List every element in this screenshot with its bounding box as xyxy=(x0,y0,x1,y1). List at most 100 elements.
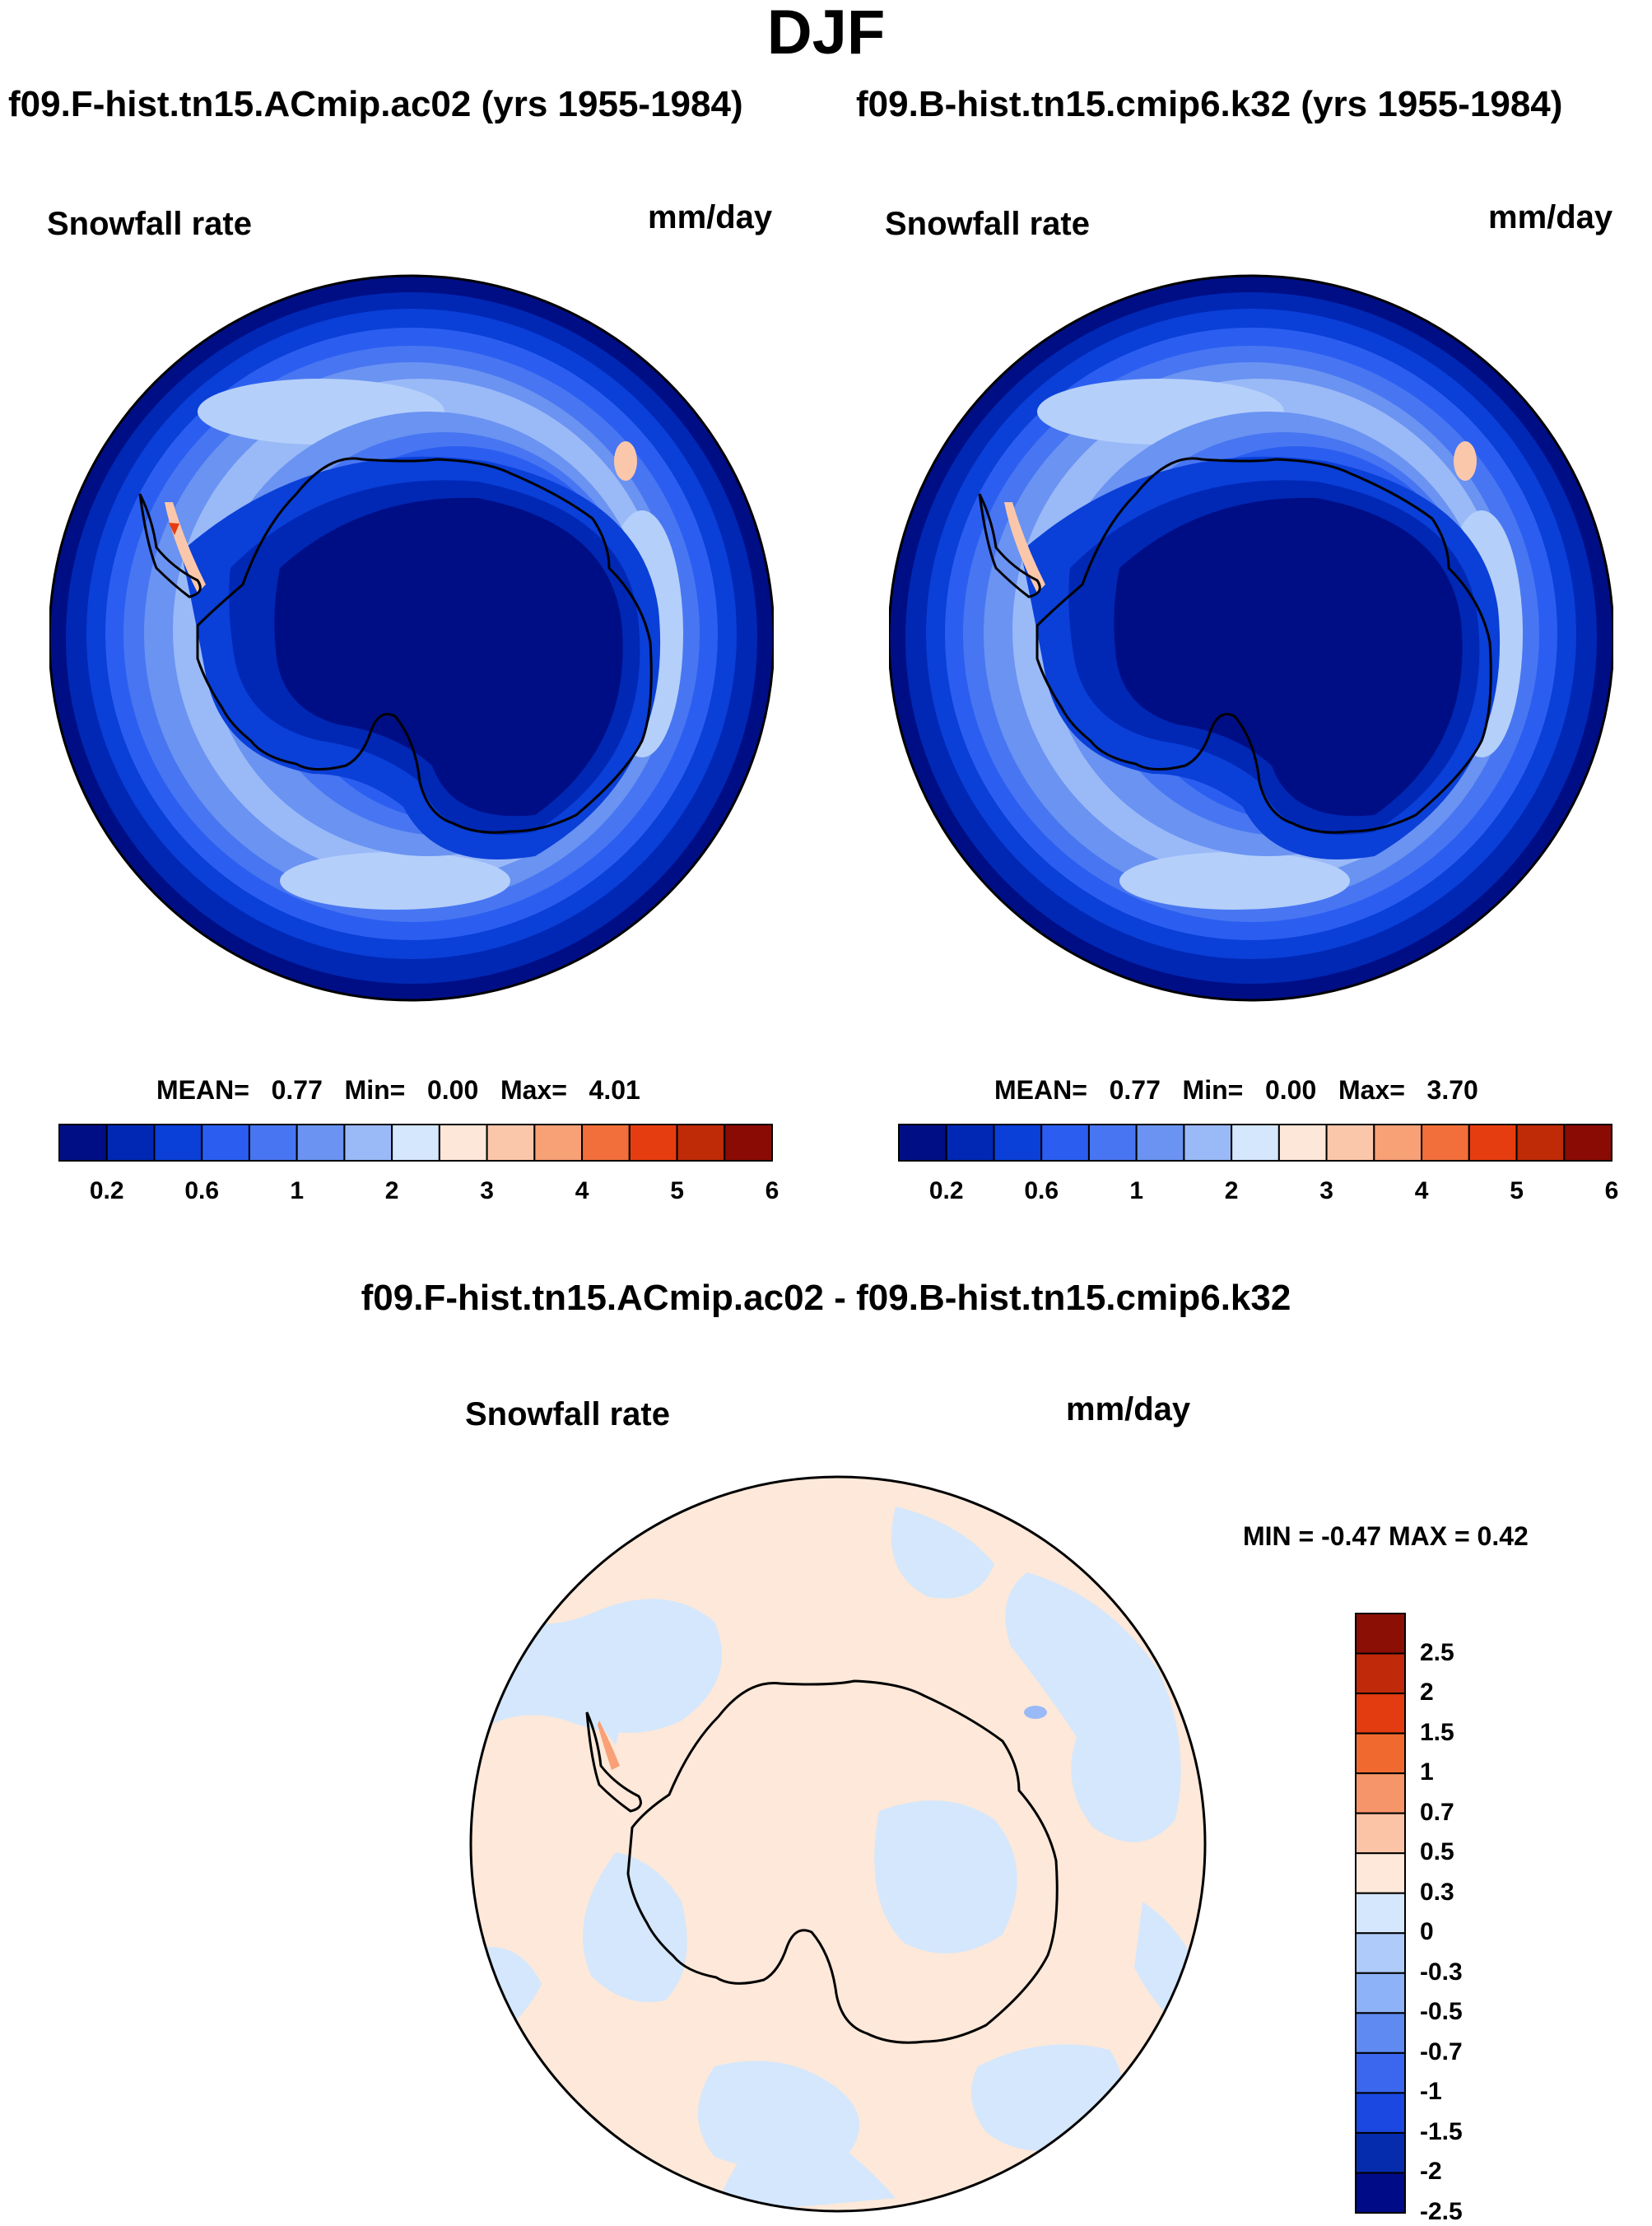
colorbar-swatch xyxy=(1355,2012,1406,2054)
colorbar-swatch xyxy=(201,1124,250,1162)
right-panel-stats: MEAN= 0.77 Min= 0.00 Max= 3.70 xyxy=(994,1075,1478,1106)
figure-title: DJF xyxy=(766,0,886,68)
diff-panel-variable-label: Snowfall rate xyxy=(465,1396,670,1432)
colorbar-swatch xyxy=(391,1124,440,1162)
colorbar-swatch xyxy=(676,1124,726,1162)
colorbar-swatch xyxy=(1355,1892,1406,1935)
colorbar-swatch xyxy=(1563,1124,1612,1162)
colorbar-tick-label: 4 xyxy=(1414,1177,1429,1204)
diff-colorbar-labels: 2.5 2 1.5 1 0.7 0.5 0.3 0 -0.3 -0.5 -0.7 -1 -1.5 -2 -2… xyxy=(1420,1612,1519,2225)
colorbar-swatch xyxy=(58,1124,108,1162)
colorbar-swatch xyxy=(438,1124,488,1162)
right-panel-units-label: mm/day xyxy=(1488,199,1613,235)
colorbar-swatch xyxy=(248,1124,298,1162)
left-min-label: Min= xyxy=(344,1075,406,1105)
colorbar-swatch xyxy=(945,1124,995,1162)
left-panel-stats: MEAN= 0.77 Min= 0.00 Max= 4.01 xyxy=(156,1075,640,1106)
colorbar-swatch xyxy=(724,1124,773,1162)
colorbar-tick-label: 1.5 xyxy=(1420,1718,1454,1746)
colorbar-tick-label: 1 xyxy=(1129,1177,1143,1204)
diff-panel-minmax: MIN = -0.47 MAX = 0.42 xyxy=(1243,1521,1529,1551)
colorbar-tick-label: 2.5 xyxy=(1420,1638,1454,1666)
colorbar-swatch xyxy=(581,1124,631,1162)
colorbar-tick-label: 2 xyxy=(1420,1679,1434,1707)
colorbar-tick-label: -0.7 xyxy=(1420,2037,1463,2065)
right-mean-label: MEAN= xyxy=(994,1075,1087,1105)
colorbar-swatch xyxy=(1355,2051,1406,2094)
right-max-value: 3.70 xyxy=(1426,1075,1478,1105)
colorbar-tick-label: -2.5 xyxy=(1420,2198,1463,2225)
colorbar-swatch xyxy=(343,1124,393,1162)
colorbar-tick-label: 1 xyxy=(1420,1758,1434,1786)
colorbar-swatch xyxy=(1040,1124,1090,1162)
colorbar-swatch xyxy=(486,1124,536,1162)
colorbar-swatch xyxy=(1421,1124,1470,1162)
colorbar-swatch xyxy=(628,1124,678,1162)
diff-panel-title: f09.F-hist.tn15.ACmip.ac02 - f09.B-hist.… xyxy=(361,1278,1291,1318)
colorbar-swatch xyxy=(1231,1124,1280,1162)
colorbar-tick-label: 0.2 xyxy=(89,1177,124,1204)
colorbar-tick-label: 2 xyxy=(384,1177,399,1204)
colorbar-tick-label: 4 xyxy=(575,1177,589,1204)
diff-panel-units-label: mm/day xyxy=(1066,1391,1191,1427)
colorbar-swatch xyxy=(898,1124,947,1162)
colorbar-swatch xyxy=(1355,2131,1406,2174)
left-colorbar-labels: 0.2 0.6 1 2 3 4 5 6 xyxy=(58,1177,779,1210)
colorbar-swatch xyxy=(105,1124,156,1162)
colorbar-swatch xyxy=(1087,1124,1138,1162)
left-mean-label: MEAN= xyxy=(156,1075,249,1105)
left-colorbar xyxy=(58,1124,773,1162)
right-panel-variable-label: Snowfall rate xyxy=(885,206,1090,242)
colorbar-tick-label: 5 xyxy=(1510,1177,1524,1204)
colorbar-swatch xyxy=(1355,1732,1406,1775)
colorbar-tick-label: 5 xyxy=(670,1177,684,1204)
colorbar-tick-label: -1.5 xyxy=(1420,2117,1463,2145)
colorbar-swatch xyxy=(1355,1693,1406,1735)
colorbar-tick-label: 2 xyxy=(1224,1177,1239,1204)
colorbar-swatch xyxy=(1515,1124,1566,1162)
colorbar-tick-label: -1 xyxy=(1420,2078,1442,2106)
colorbar-swatch xyxy=(1355,1932,1406,1974)
colorbar-tick-label: 3 xyxy=(480,1177,494,1204)
colorbar-swatch xyxy=(1135,1124,1185,1162)
right-colorbar-labels: 0.2 0.6 1 2 3 4 5 6 xyxy=(897,1177,1618,1210)
diff-colorbar xyxy=(1355,1613,1406,2214)
left-min-value: 0.00 xyxy=(426,1075,479,1105)
colorbar-tick-label: 0.5 xyxy=(1420,1838,1454,1866)
colorbar-swatch xyxy=(1355,2092,1406,2134)
colorbar-swatch xyxy=(1355,1852,1406,1894)
left-panel-variable-label: Snowfall rate xyxy=(47,206,252,242)
right-snowfall-map xyxy=(889,274,1613,1002)
colorbar-swatch xyxy=(1355,1772,1406,1814)
right-min-value: 0.00 xyxy=(1264,1075,1317,1105)
colorbar-swatch xyxy=(1355,1613,1406,1655)
colorbar-swatch xyxy=(1355,1812,1406,1855)
colorbar-tick-label: -0.3 xyxy=(1420,1958,1463,1986)
left-max-value: 4.01 xyxy=(589,1075,640,1105)
colorbar-swatch xyxy=(295,1124,346,1162)
right-min-label: Min= xyxy=(1182,1075,1244,1105)
colorbar-tick-label: 0.2 xyxy=(928,1177,964,1204)
right-max-label: Max= xyxy=(1338,1075,1405,1105)
right-mean-value: 0.77 xyxy=(1109,1075,1161,1105)
colorbar-tick-label: 1 xyxy=(290,1177,304,1204)
right-panel-case-title: f09.B-hist.tn15.cmip6.k32 (yrs 1955-1984… xyxy=(856,84,1563,124)
colorbar-swatch xyxy=(153,1124,203,1162)
colorbar-tick-label: 6 xyxy=(1604,1177,1619,1204)
colorbar-tick-label: 0.6 xyxy=(1024,1177,1059,1204)
colorbar-swatch xyxy=(1373,1124,1423,1162)
colorbar-swatch xyxy=(1277,1124,1328,1162)
colorbar-swatch xyxy=(1355,1652,1406,1695)
left-mean-value: 0.77 xyxy=(271,1075,323,1105)
colorbar-swatch xyxy=(1355,2172,1406,2214)
colorbar-tick-label: -2 xyxy=(1420,2158,1442,2186)
colorbar-swatch xyxy=(533,1124,584,1162)
colorbar-swatch xyxy=(1183,1124,1233,1162)
colorbar-swatch xyxy=(1355,1972,1406,2014)
colorbar-swatch xyxy=(1325,1124,1375,1162)
colorbar-swatch xyxy=(993,1124,1043,1162)
colorbar-tick-label: 0.3 xyxy=(1420,1878,1454,1906)
colorbar-tick-label: 0.7 xyxy=(1420,1798,1454,1826)
left-snowfall-map xyxy=(49,274,774,1002)
colorbar-tick-label: 0.6 xyxy=(184,1177,220,1204)
